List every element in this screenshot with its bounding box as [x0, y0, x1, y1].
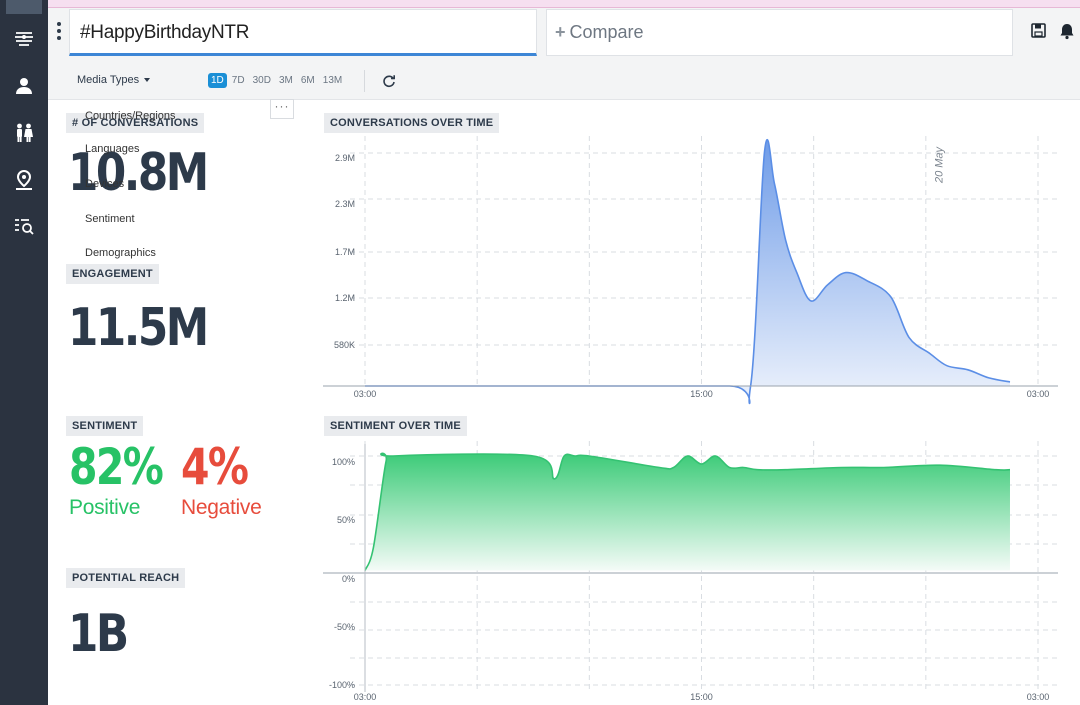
series-line — [365, 139, 1011, 405]
reach-label: POTENTIAL REACH — [66, 568, 186, 588]
bell-icon[interactable] — [1058, 22, 1076, 40]
y-tick-label: 1.7M — [335, 247, 355, 257]
conversations-value: 10.8M — [68, 143, 209, 203]
y-tick-label: 1.2M — [335, 293, 355, 303]
menu-item-demographics[interactable]: Demographics — [85, 247, 156, 259]
y-tick-label: -100% — [329, 680, 355, 690]
toolbar-divider — [364, 70, 365, 92]
conversations-label: # OF CONVERSATIONS — [66, 113, 205, 133]
more-vert-icon[interactable] — [57, 22, 61, 40]
x-tick-label: 03:00 — [354, 389, 377, 399]
date-annotation: 20 May — [934, 145, 946, 184]
time-range-selector: 1D 7D 30D 3M 6M 13M — [208, 73, 345, 88]
x-tick-label: 03:00 — [354, 692, 377, 702]
positive-percent: 82% — [69, 438, 164, 496]
menu-item-languages[interactable]: Languages — [85, 143, 140, 155]
main-panel — [48, 100, 1080, 705]
series-area — [365, 453, 1010, 571]
sidebar-top-tab[interactable] — [6, 0, 42, 14]
search-list-icon[interactable] — [9, 211, 39, 241]
y-tick-label: 100% — [332, 457, 355, 467]
y-tick-label: -50% — [334, 622, 355, 632]
sentiment-chart-title: SENTIMENT OVER TIME — [324, 416, 467, 436]
more-options-button[interactable]: ··· — [270, 99, 294, 119]
y-tick-label: 50% — [337, 515, 355, 525]
top-accent-bar — [0, 0, 1080, 8]
media-types-dropdown[interactable]: Media Types — [77, 74, 151, 86]
range-7d[interactable]: 7D — [231, 75, 245, 86]
sentiment-label: SENTIMENT — [66, 416, 144, 436]
sentiment-over-time-chart: 100% 50% 0% -50% -100% 03:00 15:00 03:00 — [323, 441, 1058, 702]
location-icon[interactable] — [9, 165, 39, 195]
conversations-chart-title: CONVERSATIONS OVER TIME — [324, 113, 500, 133]
layers-icon[interactable] — [9, 23, 39, 53]
series-line — [364, 452, 1011, 571]
menu-item-countries[interactable]: Countries/Regions — [85, 110, 176, 122]
x-tick-label: 03:00 — [1027, 692, 1050, 702]
sidebar — [0, 0, 48, 705]
user-icon[interactable] — [9, 71, 39, 101]
x-tick-label: 15:00 — [690, 692, 713, 702]
conversations-over-time-chart: 580K 1.2M 1.7M 2.3M 2.9M 03:00 15:00 03:00 20 Ma… — [323, 136, 1058, 405]
engagement-value: 11.5M — [68, 298, 209, 358]
plus-icon: + — [555, 22, 566, 42]
menu-item-devices[interactable]: Devices — [85, 178, 125, 190]
range-30d[interactable]: 30D — [252, 75, 271, 86]
range-6m[interactable]: 6M — [300, 75, 315, 86]
toolbar — [48, 58, 1080, 100]
caret-down-icon — [144, 78, 151, 83]
negative-percent: 4% — [181, 438, 249, 496]
engagement-label: ENGAGEMENT — [66, 264, 159, 284]
compare-label: Compare — [569, 22, 644, 42]
y-tick-label: 0% — [342, 574, 355, 584]
x-tick-label: 15:00 — [690, 389, 713, 399]
compare-input[interactable]: + Compare — [546, 9, 1013, 56]
range-3m[interactable]: 3M — [278, 75, 293, 86]
y-tick-label: 580K — [334, 340, 355, 350]
negative-label: Negative — [181, 496, 262, 519]
y-tick-label: 2.3M — [335, 199, 355, 209]
search-input[interactable]: #HappyBirthdayNTR — [69, 9, 537, 56]
positive-label: Positive — [69, 496, 141, 519]
reach-value: 1B — [68, 604, 129, 664]
range-1d[interactable]: 1D — [208, 73, 227, 88]
people-icon[interactable] — [9, 118, 39, 148]
save-icon[interactable] — [1030, 22, 1048, 40]
media-types-label: Media Types — [77, 74, 140, 86]
menu-item-sentiment[interactable]: Sentiment — [85, 213, 135, 225]
series-area — [365, 139, 1010, 404]
x-tick-label: 03:00 — [1027, 389, 1050, 399]
y-tick-label: 2.9M — [335, 153, 355, 163]
refresh-icon[interactable] — [382, 74, 396, 88]
range-13m[interactable]: 13M — [322, 75, 343, 86]
